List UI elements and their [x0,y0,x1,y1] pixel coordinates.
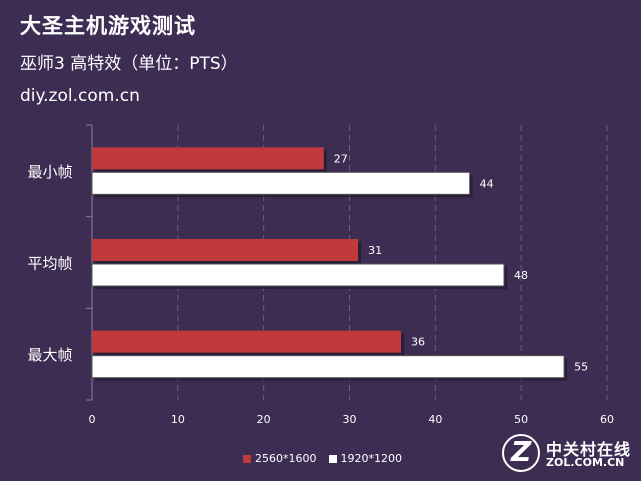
zol-logo-circle-icon [502,434,540,472]
data-label-1-1: 48 [514,269,528,282]
x-tick-label-6: 60 [600,413,614,426]
category-label-1: 平均帧 [27,255,72,273]
x-tick-label-1: 10 [171,413,185,426]
zol-logo-en: ZOL.COM.CN [546,456,625,469]
legend-item-series-2: 1920*1200 [328,452,403,465]
legend-label-series-2: 1920*1200 [340,452,403,465]
data-label-0-0: 27 [334,152,348,165]
legend-item-series-1: 2560*1600 [243,452,317,465]
bar-0-1 [91,171,471,195]
legend-swatch-series-1 [243,454,251,463]
chart-title: 大圣主机游戏测试 [20,14,196,38]
data-label-2-0: 36 [411,336,425,349]
x-tick-label-4: 40 [428,413,442,426]
x-tick-label-2: 20 [257,413,271,426]
legend-label-series-1: 2560*1600 [255,452,317,465]
data-label-1-0: 31 [368,244,382,257]
zol-logo-cn: 中关村在线 [546,440,632,459]
bar-0-0 [92,147,324,170]
legend: 2560*1600 1920*1200 [243,452,402,465]
data-label-0-1: 44 [480,177,494,190]
bar-2-0 [92,330,401,353]
legend-swatch-series-2 [328,454,337,463]
x-tick-label-0: 0 [89,413,96,426]
x-tick-label-5: 50 [514,413,528,426]
category-label-0: 最小帧 [27,163,72,181]
zol-logo: Z 中关村在线 ZOL.COM.CN [502,434,632,474]
x-tick-label-3: 30 [343,413,357,426]
chart-subtitle: 巫师3 高特效（单位：PTS） [20,54,238,74]
bar-2-1 [91,355,565,379]
source-url: diy.zol.com.cn [20,86,140,106]
data-label-2-1: 55 [574,361,588,374]
bar-1-1 [91,263,505,287]
bar-1-0 [92,239,359,261]
category-label-2: 最大帧 [27,346,72,364]
zol-logo-mark: Z [511,435,532,468]
